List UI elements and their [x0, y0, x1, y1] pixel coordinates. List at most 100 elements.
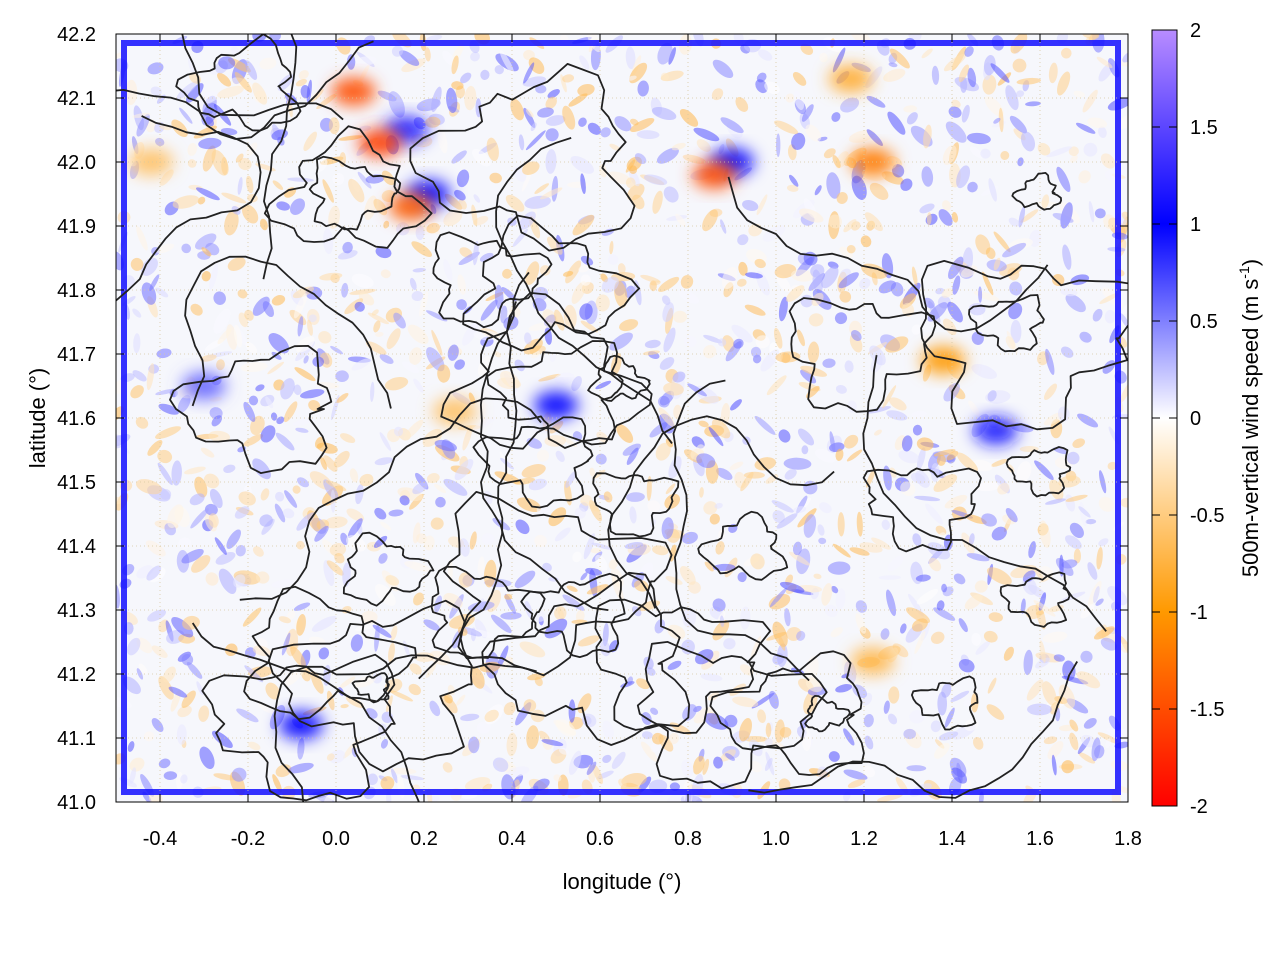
- heatmap-cell: [672, 371, 686, 383]
- heatmap-cell: [577, 635, 600, 647]
- heatmap-cell: [1092, 308, 1103, 322]
- heatmap-cell: [464, 85, 477, 111]
- heatmap-cell: [515, 519, 530, 535]
- heatmap-cell: [603, 491, 613, 503]
- heatmap-cell: [201, 271, 211, 282]
- heatmap-cell: [234, 506, 250, 519]
- x-tick-label: 1.2: [850, 828, 878, 850]
- heatmap-cell: [558, 747, 570, 755]
- heatmap-cell: [667, 660, 682, 671]
- heatmap-cell: [469, 666, 485, 689]
- heatmap-cell: [456, 694, 466, 706]
- heatmap-cell: [1100, 637, 1117, 651]
- heatmap-cell: [476, 721, 491, 734]
- heatmap-cell: [157, 462, 173, 486]
- heatmap-cell: [589, 499, 602, 522]
- heatmap-cell: [398, 50, 420, 66]
- heatmap-cell: [696, 453, 716, 469]
- y-tick-label: 42.2: [57, 24, 96, 46]
- contour-line: [432, 231, 553, 329]
- heatmap-cell: [1104, 309, 1116, 324]
- heatmap-cell: [492, 757, 509, 772]
- heatmap-cell: [672, 310, 688, 323]
- heatmap-cell: [654, 619, 666, 634]
- heatmap-cell: [230, 46, 240, 56]
- heatmap-cell: [259, 57, 277, 70]
- heatmap-cell: [953, 573, 966, 585]
- heatmap-cell: [644, 339, 661, 349]
- heatmap-cell: [917, 447, 926, 470]
- heatmap-cell: [909, 709, 925, 724]
- heatmap-cell: [1078, 752, 1096, 764]
- heatmap-cell: [764, 757, 773, 771]
- heatmap-cell: [1005, 507, 1018, 523]
- heatmap-cell: [657, 42, 673, 65]
- heatmap-cell: [883, 68, 906, 82]
- x-tick-label: 1.0: [762, 828, 790, 850]
- heatmap-cell: [523, 699, 537, 712]
- heatmap-cell: [729, 461, 744, 471]
- heatmap-cell: [545, 149, 557, 174]
- heatmap-cell: [539, 265, 551, 276]
- heatmap-cell: [693, 706, 714, 724]
- heatmap-cell: [835, 448, 844, 461]
- heatmap-cell: [1093, 586, 1100, 603]
- heatmap-cell: [297, 738, 305, 760]
- heatmap-cell: [660, 72, 669, 81]
- heatmap-cell: [1060, 346, 1074, 358]
- heatmap-cell: [374, 457, 394, 466]
- heatmap-cell: [1087, 562, 1098, 580]
- heatmap-cell: [786, 184, 799, 192]
- heatmap-cell: [544, 327, 553, 345]
- heatmap-cell: [687, 383, 707, 397]
- heatmap-cell: [335, 370, 349, 383]
- heatmap-cell: [143, 731, 155, 742]
- heatmap-cell: [234, 71, 252, 93]
- heatmap-cell: [265, 682, 280, 700]
- heatmap-cell: [791, 269, 814, 282]
- heatmap-cell: [839, 290, 852, 303]
- heatmap-cell: [435, 496, 446, 508]
- heatmap-cell: [774, 719, 785, 743]
- heatmap-cell: [413, 378, 424, 393]
- heatmap-cell: [555, 450, 565, 462]
- heatmap-cell: [258, 702, 275, 714]
- heatmap-cell: [730, 399, 742, 411]
- heatmap-cell: [318, 331, 332, 344]
- heatmap-cell: [801, 104, 814, 122]
- heatmap-cell: [443, 209, 463, 227]
- contour-line: [273, 654, 537, 802]
- heatmap-cell: [1048, 62, 1058, 84]
- contour-line: [672, 379, 810, 682]
- heatmap-cell: [885, 336, 909, 353]
- heatmap-cell: [640, 741, 658, 762]
- heatmap-cell: [328, 205, 340, 229]
- heatmap-cell: [665, 483, 676, 495]
- heatmap-cell: [844, 360, 854, 373]
- heatmap-cell: [587, 122, 601, 135]
- heatmap-cell: [1096, 546, 1103, 570]
- heatmap-cell: [523, 62, 535, 84]
- heatmap-cell: [1028, 541, 1036, 559]
- heatmap-cell: [1052, 274, 1065, 286]
- heatmap-cell: [960, 265, 978, 278]
- heatmap-cell: [735, 97, 749, 112]
- heatmap-cell: [187, 142, 197, 156]
- x-axis-ticks: -0.4 -0.2 0.0 0.2 0.4 0.6 0.8 1.0 1.2 1.4 1.6 1.8: [143, 34, 1142, 850]
- heatmap-cell: [272, 180, 284, 191]
- heatmap-cell: [135, 416, 149, 429]
- heatmap-cell: [774, 263, 797, 279]
- heatmap-cell: [824, 604, 838, 618]
- heatmap-cell: [220, 127, 238, 136]
- heatmap-cell: [391, 45, 404, 57]
- heatmap-cell: [342, 241, 353, 254]
- heatmap-cell: [323, 228, 334, 255]
- heatmap-cell: [323, 560, 335, 586]
- heatmap-cell: [198, 137, 222, 150]
- heatmap-cell: [365, 341, 387, 355]
- heatmap-cell: [458, 199, 467, 210]
- heatmap-cell: [326, 690, 335, 711]
- heatmap-cell: [797, 428, 815, 446]
- heatmap-cell: [755, 335, 770, 349]
- heatmap-cell: [1115, 113, 1128, 130]
